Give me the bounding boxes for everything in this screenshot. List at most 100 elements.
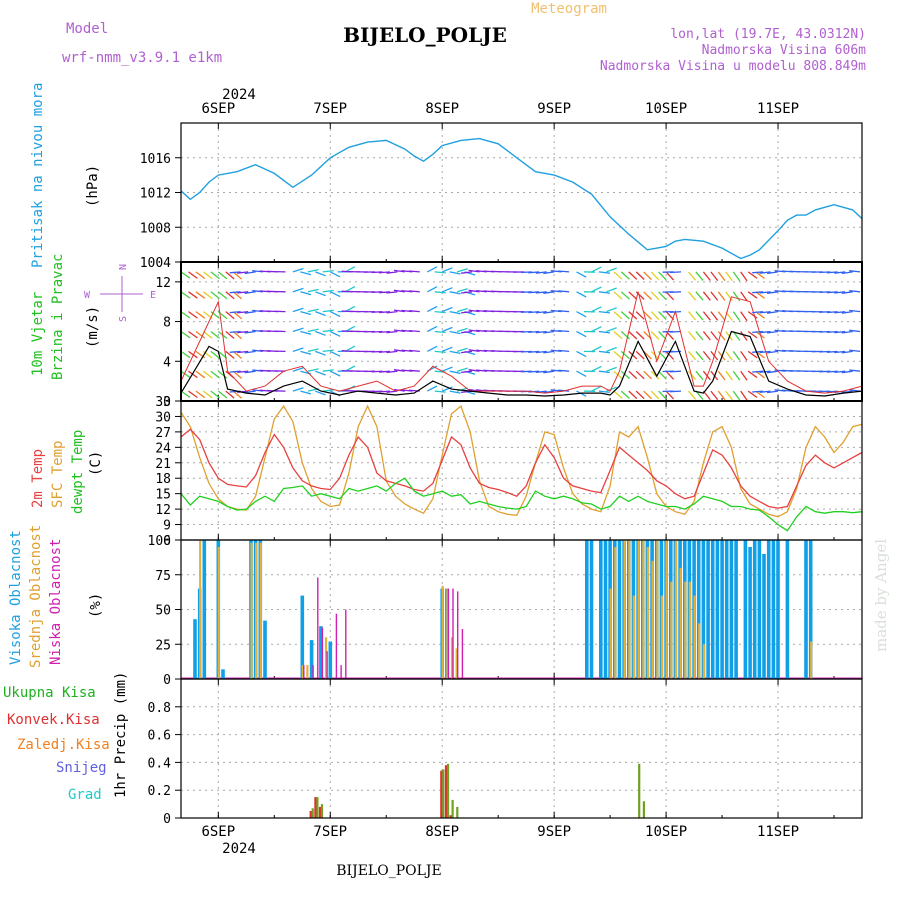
wind-barb [195,330,206,339]
wind-barb [468,369,480,372]
y-tick-label: 0.8 [148,701,171,716]
wind-unit: (m/s) [85,306,101,348]
wind-barb [747,330,758,339]
day-label-bottom: 11SEP [757,824,799,840]
mid-cloud-bar [446,588,449,679]
wind-barb [669,271,682,274]
wind-barb [725,291,733,301]
wind-barb [386,310,398,314]
wind-barb [528,370,540,373]
high-cloud-bar [720,540,724,679]
wind-barb [195,291,206,299]
wind-barb [725,390,733,401]
wind-barb [819,350,831,353]
day-label-top: 9SEP [537,101,571,117]
year-top: 2024 [222,87,256,103]
mid-cloud-bar [325,637,328,679]
compass-w: W [84,290,91,301]
low-cloud-bar [303,665,305,679]
wind-barb [834,330,846,334]
wind-barb [576,311,587,318]
wind-barb [535,330,547,334]
high-cloud-bar [696,540,701,679]
compass-n: N [118,264,129,270]
wind-barb [315,330,326,336]
wind-barb [237,271,249,274]
y-tick-label: 12 [155,276,171,291]
wind-barb [322,369,334,372]
wind-barb [826,271,838,274]
wind-barb [378,291,391,294]
wind-barb [702,311,711,321]
wind-barb [520,271,532,274]
wind-barb [658,311,667,321]
wind-barb [613,291,623,300]
y-tick-label: 0 [163,673,171,688]
conv-precip-bar [440,770,443,818]
wind-barb [635,390,645,400]
wind-barb [426,286,438,293]
wind-barb [461,370,473,374]
wind-barb [322,269,334,273]
wind-barb [826,291,838,294]
wind-barb [408,369,420,372]
wind-barb [441,287,453,293]
wind-barb [456,347,468,353]
wind-barb [543,370,555,374]
wind-barb [393,269,405,273]
wind-barb [225,350,235,359]
wind-barb [449,390,461,394]
wind-barb [449,271,461,275]
wind-barb [188,271,198,279]
wind-barb [710,291,719,301]
wind-barb [650,331,660,340]
wind-barb [330,291,341,298]
wind-barb [441,326,453,333]
wind-barb [841,310,853,314]
wind-barb [330,311,341,318]
wind-barb [826,350,838,353]
wind-barb [322,309,334,313]
wind-barb [620,311,630,320]
wind-barb [759,330,771,334]
high-cloud-bar [319,626,323,679]
y-tick-label: 21 [155,457,171,472]
wind-barb [819,330,831,333]
mid-cloud-bar [259,542,262,679]
wind-barb [747,311,758,319]
wind-barb [315,291,326,297]
wind-barb [449,370,461,374]
wind-barb [613,331,623,340]
high-cloud-bar [808,540,813,679]
wind-barb [322,329,334,333]
y-tick-label: 30 [155,410,171,425]
wind-barb [732,390,741,401]
low-cloud-bar [317,577,319,679]
wind-barb [826,310,838,314]
high-cloud-bar [603,540,608,679]
y-tick-label: 24 [155,441,171,456]
wind-barb [841,330,853,334]
mid-cloud-bar [810,641,813,679]
mid-cloud-bar [455,648,458,679]
cloud-label-3: Niska Oblacnost [48,539,64,665]
wind-barb [386,271,398,274]
wind-barb [330,271,341,278]
high-cloud-bar [743,540,748,679]
wind-barb [702,271,711,281]
wind-barb [767,350,779,354]
wind-barb [237,370,249,374]
mid-cloud-bar [199,540,202,679]
wind-barb [725,370,733,381]
wind-barb [558,349,570,353]
high-cloud-bar [309,640,314,679]
high-cloud-bar [785,540,790,679]
wind-barb [717,370,726,381]
wind-barb [650,311,660,320]
wind-barb [292,387,304,392]
wind-barb [759,291,771,294]
wind-barb [643,390,652,400]
wind-barb [520,350,532,353]
wind-barb [371,370,383,373]
wind-barb [606,346,617,353]
